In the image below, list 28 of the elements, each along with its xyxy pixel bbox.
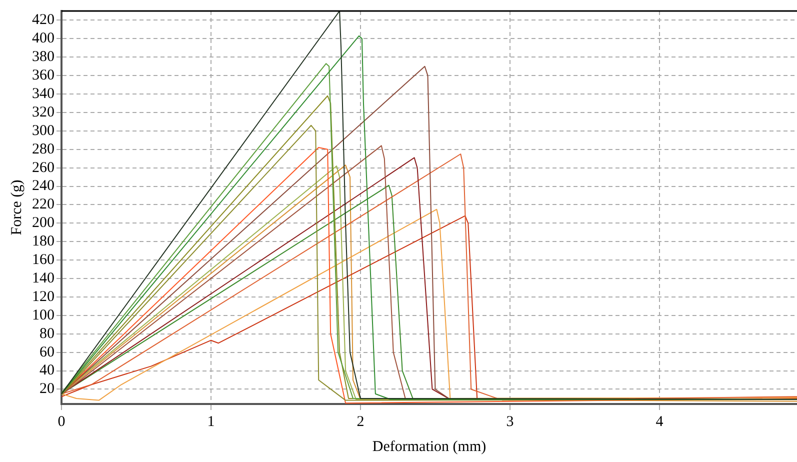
x-tick-label: 2: [356, 414, 364, 430]
y-tick-label: 60: [40, 344, 54, 360]
y-tick-label: 180: [32, 234, 54, 250]
y-tick-label: 160: [32, 252, 54, 268]
y-tick-label: 360: [32, 68, 54, 84]
x-axis-title: Deformation (mm): [372, 438, 486, 455]
y-tick-label: 340: [32, 86, 54, 102]
x-tick-label: 4: [656, 414, 664, 430]
x-tick-label: 1: [207, 414, 215, 430]
y-tick-label: 80: [40, 326, 54, 342]
y-tick-label: 320: [32, 104, 54, 120]
y-tick-label: 400: [32, 30, 54, 47]
y-axis-title: Force (g): [8, 180, 25, 236]
y-tick-label: 380: [32, 49, 54, 66]
y-tick-label: 300: [32, 122, 54, 139]
y-tick-label: 220: [32, 196, 54, 213]
y-tick-label: 120: [32, 288, 54, 305]
y-tick-label: 140: [32, 270, 54, 286]
y-tick-label: 40: [40, 362, 54, 379]
y-tick-label: 100: [32, 307, 54, 324]
x-tick-label: 0: [58, 414, 66, 430]
y-tick-label: 200: [32, 215, 54, 232]
x-tick-label: 3: [506, 414, 514, 430]
y-tick-label: 260: [32, 160, 54, 176]
y-tick-label: 420: [32, 12, 54, 28]
y-tick-label: 240: [32, 178, 54, 194]
y-tick-label: 280: [32, 141, 54, 158]
y-tick-label: 20: [40, 381, 54, 398]
